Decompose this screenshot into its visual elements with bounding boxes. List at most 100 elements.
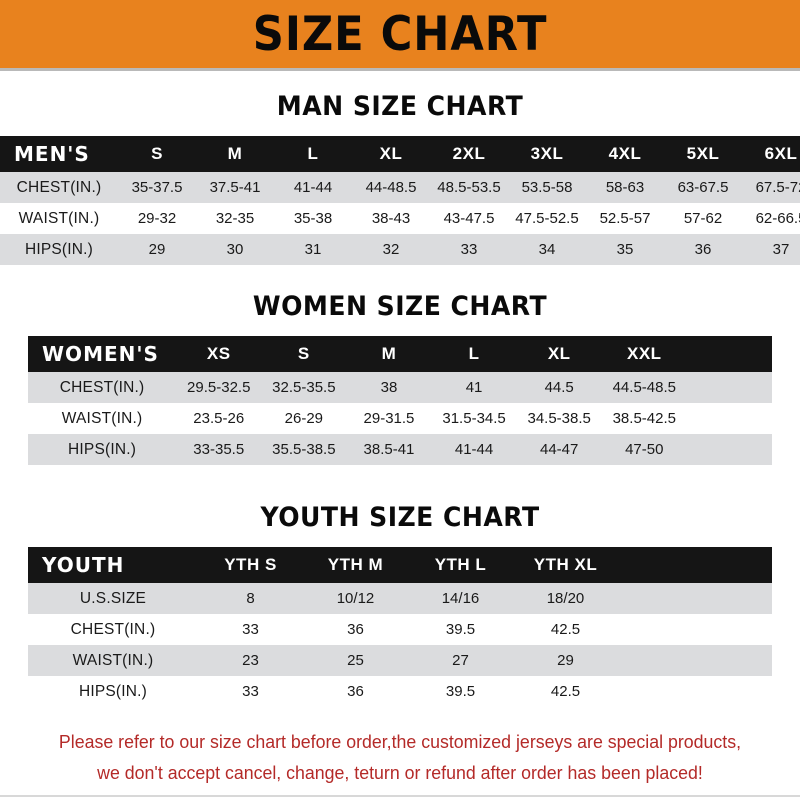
man-chest-m: 37.5-41 — [209, 179, 261, 196]
youth-header-size-s: YTH S — [224, 555, 277, 574]
women-header-size-l: L — [468, 344, 480, 363]
table-row: HIPS(IN.) 29 30 31 32 33 34 35 36 37 — [0, 234, 800, 265]
man-chest-xl: 44-48.5 — [365, 179, 417, 196]
table-row: CHEST(IN.) 33 36 39.5 42.5 — [28, 614, 772, 645]
women-header-size-xxl: XXL — [627, 344, 662, 363]
man-chest-6xl: 67.5-72 — [755, 179, 800, 196]
youth-header-label: YOUTH — [42, 553, 125, 577]
women-chest-xs: 29.5-32.5 — [187, 379, 251, 396]
women-header-label: WOMEN'S — [42, 342, 159, 366]
man-table-header-row: MEN'S S M L XL 2XL 3XL 4XL 5XL 6XL — [0, 136, 800, 172]
footer-divider — [0, 795, 800, 797]
size-chart-banner: SIZE CHART — [0, 0, 800, 68]
women-size-table: WOMEN'S XS S M L XL XXL CHEST(IN.) 29.5-… — [28, 336, 772, 465]
man-header-size-6xl: 6XL — [764, 144, 798, 163]
table-row: WAIST(IN.) 23.5-26 26-29 29-31.5 31.5-34… — [28, 403, 772, 434]
women-size-chart-section: WOMEN SIZE CHART WOMEN'S XS S M L XL XXL… — [0, 291, 800, 465]
women-hips-l: 41-44 — [454, 441, 494, 458]
women-hips-spacer — [687, 434, 772, 465]
women-header-size-xs: XS — [206, 344, 231, 363]
man-hips-6xl: 37 — [772, 241, 790, 258]
youth-row-label-us-size: U.S.SIZE — [79, 589, 147, 607]
women-table-header-row: WOMEN'S XS S M L XL XXL — [28, 336, 772, 372]
youth-us-size-m: 10/12 — [336, 590, 375, 607]
table-row: CHEST(IN.) 35-37.5 37.5-41 41-44 44-48.5… — [0, 172, 800, 203]
man-waist-6xl: 62-66.5 — [755, 210, 800, 227]
women-row-label-hips: HIPS(IN.) — [68, 440, 137, 458]
man-header-size-5xl: 5XL — [686, 144, 720, 163]
youth-waist-m: 25 — [347, 652, 364, 669]
youth-header-size-xl: YTH XL — [533, 555, 598, 574]
women-hips-s: 35.5-38.5 — [272, 441, 336, 458]
women-chest-l: 41 — [465, 379, 483, 396]
youth-us-size-xl: 18/20 — [546, 590, 585, 607]
women-header-size-s: S — [297, 344, 310, 363]
man-chest-l: 41-44 — [293, 179, 333, 196]
man-chest-4xl: 58-63 — [605, 179, 645, 196]
women-header-size-xl: XL — [547, 344, 571, 363]
man-hips-5xl: 36 — [694, 241, 712, 258]
man-hips-m: 30 — [226, 241, 244, 258]
man-hips-3xl: 34 — [538, 241, 556, 258]
women-chest-xxl: 44.5-48.5 — [612, 379, 676, 396]
women-section-title: WOMEN SIZE CHART — [252, 291, 548, 322]
man-header-label: MEN'S — [14, 142, 90, 166]
women-waist-m: 29-31.5 — [363, 410, 415, 427]
women-waist-s: 26-29 — [284, 410, 324, 427]
table-row: CHEST(IN.) 29.5-32.5 32.5-35.5 38 41 44.… — [28, 372, 772, 403]
man-size-chart-section: MAN SIZE CHART MEN'S S M L XL 2XL 3XL 4X… — [0, 91, 800, 265]
table-row: WAIST(IN.) 23 25 27 29 — [28, 645, 772, 676]
youth-waist-spacer — [618, 645, 772, 676]
man-header-size-l: L — [307, 144, 319, 163]
women-waist-l: 31.5-34.5 — [442, 410, 506, 427]
man-waist-3xl: 47.5-52.5 — [515, 210, 579, 227]
order-policy-note-line2: we don't accept cancel, change, teturn o… — [97, 762, 703, 783]
man-waist-m: 32-35 — [215, 210, 255, 227]
women-row-label-waist: WAIST(IN.) — [61, 409, 143, 427]
youth-table-header-row: YOUTH YTH S YTH M YTH L YTH XL — [28, 547, 772, 583]
man-chest-2xl: 48.5-53.5 — [437, 179, 501, 196]
man-header-size-m: M — [227, 144, 243, 163]
women-waist-xxl: 38.5-42.5 — [612, 410, 676, 427]
women-waist-spacer — [687, 403, 772, 434]
man-chest-s: 35-37.5 — [131, 179, 183, 196]
youth-header-spacer — [618, 547, 772, 583]
man-waist-4xl: 52.5-57 — [599, 210, 651, 227]
women-chest-spacer — [687, 372, 772, 403]
youth-hips-spacer — [618, 676, 772, 707]
youth-us-size-s: 8 — [246, 590, 255, 607]
women-hips-m: 38.5-41 — [363, 441, 415, 458]
women-chest-xl: 44.5 — [544, 379, 574, 396]
women-waist-xs: 23.5-26 — [193, 410, 245, 427]
man-header-size-3xl: 3XL — [530, 144, 564, 163]
table-row: U.S.SIZE 8 10/12 14/16 18/20 — [28, 583, 772, 614]
man-hips-xl: 32 — [382, 241, 400, 258]
youth-chest-l: 39.5 — [445, 621, 476, 638]
man-header-size-s: S — [151, 144, 163, 163]
youth-us-size-spacer — [618, 583, 772, 614]
women-header-size-m: M — [381, 344, 397, 363]
man-header-size-4xl: 4XL — [608, 144, 642, 163]
youth-row-label-chest: CHEST(IN.) — [70, 620, 156, 638]
youth-chest-s: 33 — [242, 621, 259, 638]
table-row: HIPS(IN.) 33 36 39.5 42.5 — [28, 676, 772, 707]
man-waist-2xl: 43-47.5 — [443, 210, 495, 227]
man-hips-s: 29 — [148, 241, 166, 258]
man-row-label-hips: HIPS(IN.) — [24, 240, 94, 258]
order-policy-note: Please refer to our size chart before or… — [16, 726, 784, 788]
youth-row-label-waist: WAIST(IN.) — [72, 651, 154, 669]
man-header-size-xl: XL — [379, 144, 403, 163]
youth-waist-xl: 29 — [557, 652, 574, 669]
women-row-label-chest: CHEST(IN.) — [59, 378, 145, 396]
youth-chest-m: 36 — [347, 621, 364, 638]
man-hips-2xl: 33 — [460, 241, 478, 258]
man-chest-5xl: 63-67.5 — [677, 179, 729, 196]
man-row-label-waist: WAIST(IN.) — [18, 209, 100, 227]
man-waist-l: 35-38 — [293, 210, 333, 227]
man-waist-s: 29-32 — [137, 210, 177, 227]
youth-chest-spacer — [618, 614, 772, 645]
banner-divider — [0, 68, 800, 71]
youth-chest-xl: 42.5 — [550, 621, 581, 638]
youth-section-title: YOUTH SIZE CHART — [260, 502, 540, 533]
table-row: HIPS(IN.) 33-35.5 35.5-38.5 38.5-41 41-4… — [28, 434, 772, 465]
